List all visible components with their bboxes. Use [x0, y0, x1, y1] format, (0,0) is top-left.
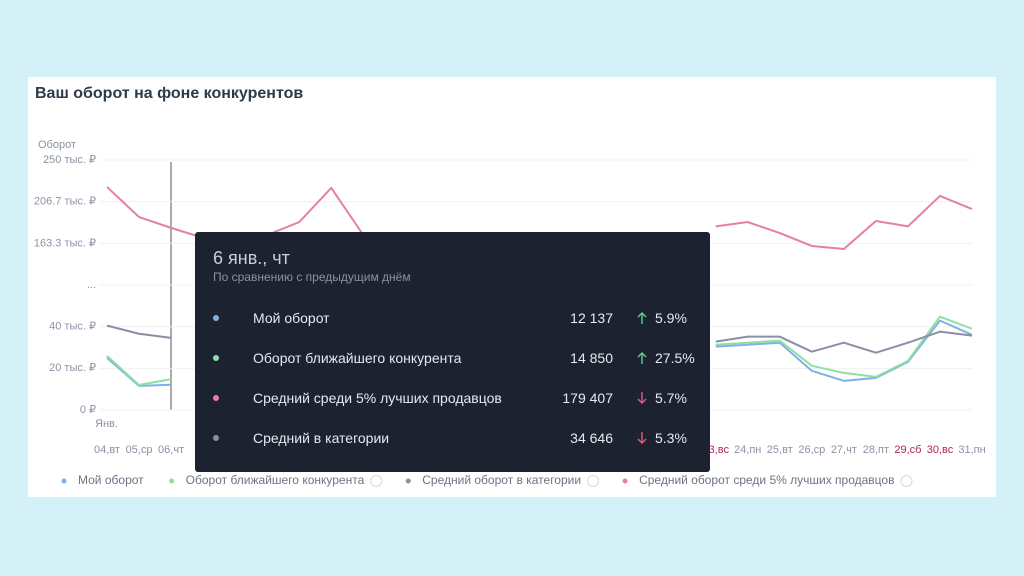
legend-marker [61, 478, 67, 484]
tooltip-title: 6 янв., чт [213, 248, 290, 268]
x-tick-label: 28,пт [863, 444, 889, 456]
tooltip-value: 179 407 [562, 390, 613, 406]
tooltip-change: 5.7% [655, 390, 687, 406]
x-tick-label: 31,пн [958, 444, 985, 456]
tooltip-row: Мой оборот 12 137 5.9% [195, 308, 710, 328]
x-tick-label: 30,вс [927, 444, 954, 456]
help-icon [900, 475, 913, 487]
tooltip-marker [213, 395, 219, 401]
tooltip-change: 5.3% [655, 430, 687, 446]
arrow [637, 352, 647, 364]
y-tick-label: 206.7 тыс. ₽ [34, 196, 96, 208]
tooltip-value: 14 850 [570, 350, 613, 366]
y-break-label: ... [87, 279, 96, 291]
tooltip-row: Средний в категории 34 646 5.3% [195, 428, 710, 448]
help-icon [370, 475, 383, 487]
series-line [106, 315, 973, 386]
tooltip-row: Оборот ближайшего конкурента 14 850 27.5% [195, 348, 710, 368]
x-tick-label: 24,пн [734, 444, 761, 456]
x-tick-label: 29,сб [894, 444, 921, 456]
chart-title: Ваш оборот на фоне конкурентов [35, 85, 303, 102]
x-group-label: Янв. [95, 418, 118, 430]
trend-arrow [637, 392, 647, 404]
tooltip-value: 34 646 [570, 430, 613, 446]
legend-marker [405, 478, 411, 484]
x-tick-label: 25,вт [767, 444, 793, 456]
y-axis-label: Оборот [38, 139, 76, 151]
tooltip-marker [213, 355, 219, 361]
tooltip-marker [213, 315, 219, 321]
legend-label: Мой оборот [78, 473, 144, 487]
trend-arrow [637, 312, 647, 324]
tooltip-name: Средний в категории [253, 430, 390, 446]
arrow [637, 392, 647, 404]
tooltip-change: 27.5% [655, 350, 695, 366]
legend-label: Средний оборот в категории [422, 473, 581, 487]
x-tick-label: 06,чт [158, 444, 184, 456]
tooltip-value: 12 137 [570, 310, 613, 326]
tooltip-name: Средний среди 5% лучших продавцов [253, 390, 502, 406]
tooltip-row: Средний среди 5% лучших продавцов 179 407… [195, 388, 710, 408]
tooltip-name: Мой оборот [253, 310, 330, 326]
y-tick-label: 20 тыс. ₽ [49, 362, 96, 374]
x-tick-label: 05,ср [126, 444, 153, 456]
arrow [637, 432, 647, 444]
trend-arrow [637, 432, 647, 444]
arrow [637, 312, 647, 324]
tooltip-change: 5.9% [655, 310, 687, 326]
tooltip: 6 янв., чт По сравнению с предыдущим днё… [195, 232, 710, 472]
y-tick-label: 40 тыс. ₽ [49, 321, 96, 333]
legend-marker [169, 478, 175, 484]
y-tick-label: 163.3 тыс. ₽ [34, 237, 96, 249]
tooltip-subtitle: По сравнению с предыдущим днём [213, 270, 411, 284]
y-tick-label: 250 тыс. ₽ [43, 154, 96, 166]
legend-label: Оборот ближайшего конкурента [186, 473, 365, 487]
x-tick-label: 27,чт [831, 444, 857, 456]
y-tick-label: 0 ₽ [80, 404, 96, 416]
legend-label: Средний оборот среди 5% лучших продавцов [639, 473, 894, 487]
x-tick-label: 26,ср [798, 444, 825, 456]
x-tick-label: 04,вт [94, 444, 120, 456]
legend-marker [622, 478, 628, 484]
trend-arrow [637, 352, 647, 364]
help-icon [587, 475, 600, 487]
series-line [106, 324, 973, 354]
tooltip-marker [213, 435, 219, 441]
tooltip-name: Оборот ближайшего конкурента [253, 350, 462, 366]
